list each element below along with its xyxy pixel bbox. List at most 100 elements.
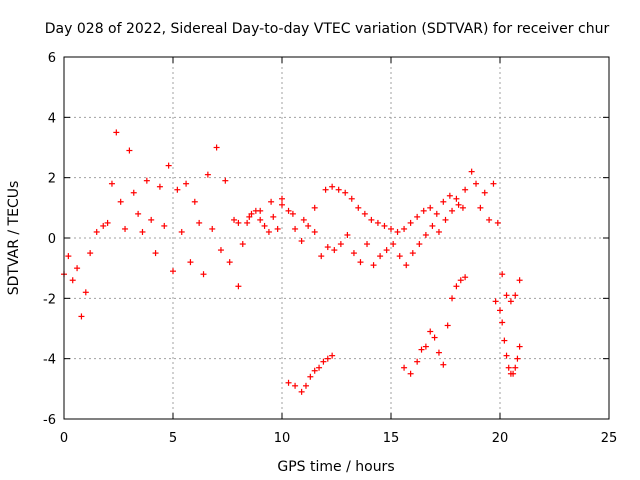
data-point (285, 207, 292, 214)
data-point (305, 222, 312, 229)
data-point (361, 210, 368, 217)
data-point (501, 337, 508, 344)
data-point (178, 228, 185, 235)
data-point (457, 277, 464, 284)
data-point (320, 358, 327, 365)
data-point (390, 241, 397, 248)
data-point (69, 277, 76, 284)
data-point (261, 222, 268, 229)
data-point (279, 195, 285, 202)
data-point (156, 183, 163, 190)
data-point (170, 268, 176, 275)
data-point (374, 219, 381, 226)
data-point (148, 216, 155, 223)
data-point (490, 180, 497, 187)
data-point (503, 352, 510, 359)
y-tick-label: -2 (43, 292, 56, 307)
data-point (265, 228, 272, 235)
data-point (257, 216, 264, 223)
data-point (427, 204, 434, 211)
data-point (165, 162, 172, 169)
data-point (453, 195, 460, 202)
data-point (324, 355, 331, 362)
data-point (152, 250, 159, 257)
data-point (440, 198, 447, 205)
data-point (435, 349, 442, 356)
data-point (222, 177, 229, 184)
data-point (78, 313, 85, 320)
data-point (100, 222, 107, 229)
data-point (444, 322, 451, 329)
data-point (514, 355, 521, 362)
data-point (418, 346, 425, 353)
data-point (431, 334, 438, 341)
y-tick-label: 4 (48, 111, 56, 126)
data-point (292, 225, 299, 232)
data-point (307, 373, 314, 380)
data-point (449, 295, 456, 302)
x-tick-label: 0 (60, 431, 68, 446)
data-point (516, 277, 523, 284)
data-point (357, 259, 364, 266)
data-point (435, 228, 442, 235)
data-point (318, 253, 325, 260)
data-point (322, 186, 329, 193)
data-point (486, 216, 493, 223)
data-point (499, 271, 506, 278)
data-point (401, 225, 408, 232)
data-point (213, 144, 220, 151)
data-point (381, 222, 388, 229)
data-point (235, 283, 242, 290)
data-point (311, 367, 318, 374)
data-point (416, 241, 423, 248)
y-axis-label: SDTVAR / TECUs (6, 181, 22, 296)
data-point (407, 370, 414, 377)
x-tick-label: 15 (383, 431, 400, 446)
data-point (462, 274, 469, 281)
data-point (235, 219, 242, 226)
data-point (364, 241, 371, 248)
data-point (274, 225, 281, 232)
data-point (231, 216, 238, 223)
data-point (497, 307, 503, 314)
data-point (87, 250, 94, 257)
data-point (298, 388, 305, 395)
data-point (209, 225, 216, 232)
data-point (196, 219, 203, 226)
data-point (311, 228, 318, 235)
data-point (494, 219, 501, 226)
data-point (383, 247, 390, 254)
data-point (270, 213, 277, 220)
data-point (104, 219, 111, 226)
y-tick-label: 6 (48, 51, 56, 66)
data-point (74, 265, 81, 272)
y-tick-label: 0 (48, 232, 56, 247)
x-tick-label: 5 (169, 431, 177, 446)
data-point (285, 379, 292, 386)
data-point (302, 382, 309, 389)
data-point (462, 186, 469, 193)
data-point (350, 250, 357, 257)
data-point (512, 364, 519, 371)
data-point (298, 238, 305, 245)
data-point (117, 198, 124, 205)
data-point (407, 219, 414, 226)
data-point (174, 186, 181, 193)
data-point (422, 343, 429, 350)
data-point (394, 228, 401, 235)
x-tick-label: 10 (274, 431, 291, 446)
data-point (433, 210, 440, 217)
data-point (93, 228, 100, 235)
data-point (289, 210, 296, 217)
x-tick-label: 25 (601, 431, 618, 446)
y-tick-label: 2 (48, 172, 56, 187)
data-point (191, 198, 198, 205)
data-point (503, 292, 510, 299)
y-tick-label: -4 (43, 353, 56, 368)
data-point (246, 213, 253, 220)
data-point (331, 247, 338, 254)
data-point (337, 241, 344, 248)
data-point (200, 271, 207, 278)
data-point (477, 204, 484, 211)
data-point (122, 225, 129, 232)
